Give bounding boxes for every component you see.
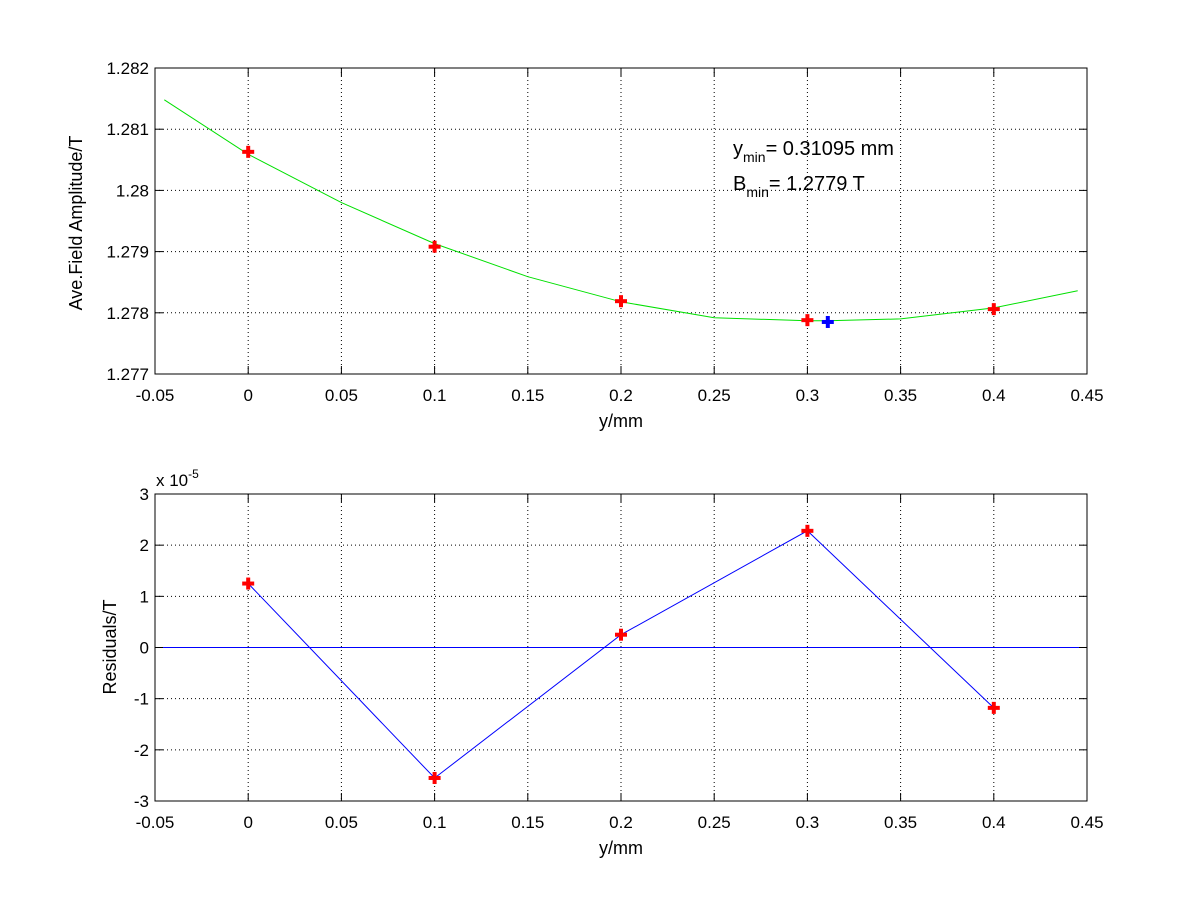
annotation-b-min-value: = 1.2779 T (769, 173, 865, 195)
measured-point (242, 145, 255, 158)
field-amplitude-grid (155, 68, 1087, 374)
x-tick-label: 0.4 (982, 813, 1006, 832)
annotation-y-min-sub: min (743, 149, 766, 165)
x-tick-label: 0.3 (796, 386, 820, 405)
y-tick-label: 1.278 (106, 304, 149, 323)
x-tick-label: 0 (243, 813, 252, 832)
x-tick-label: 0 (243, 386, 252, 405)
y-tick-label: 3 (140, 485, 149, 504)
residuals-y-multiplier-exponent: -5 (188, 467, 199, 481)
annotation-y-min: ymin= 0.31095 mm (733, 138, 894, 165)
x-tick-label: 0.15 (511, 386, 544, 405)
x-tick-label: 0.05 (325, 813, 358, 832)
measured-point (987, 303, 1000, 316)
residuals-plot-area (155, 524, 1087, 784)
minimum-marker (821, 315, 834, 328)
residuals-y-axis-label: Residuals/T (100, 599, 120, 694)
annotation-y-min-main: y (733, 138, 743, 160)
x-tick-label: 0.45 (1070, 386, 1103, 405)
y-tick-label: 1.281 (106, 120, 149, 139)
fit-curve (164, 99, 1078, 322)
x-tick-label: 0.4 (982, 386, 1006, 405)
x-tick-label: 0.35 (884, 813, 917, 832)
residuals-y-multiplier-base: x 10 (156, 471, 188, 490)
residual-point (987, 701, 1000, 714)
x-tick-label: 0.2 (609, 813, 633, 832)
y-tick-label: -1 (134, 690, 149, 709)
residual-point (428, 771, 441, 784)
residuals-axes: -0.05 0 0.05 0.1 0.15 0.2 0.25 0.3 0.35 0.4 0.45 -… (100, 467, 1104, 858)
y-tick-label: 1.279 (106, 243, 149, 262)
measured-point (615, 295, 627, 308)
y-tick-label: 2 (140, 536, 149, 555)
minimum-point (821, 315, 834, 328)
x-tick-label: -0.05 (136, 386, 175, 405)
residual-point (615, 628, 627, 641)
residuals-ticks (154, 493, 1088, 802)
residuals-y-multiplier: x 10-5 (156, 467, 199, 490)
measured-point (428, 240, 441, 253)
x-tick-label: 0.1 (423, 813, 447, 832)
residual-points (242, 524, 1000, 784)
measured-points (242, 145, 1000, 327)
y-tick-label: 1 (140, 587, 149, 606)
y-tick-label: 1.277 (106, 365, 149, 384)
field-amplitude-plot-area (164, 99, 1078, 328)
measured-point (801, 314, 814, 327)
residual-point (242, 577, 255, 590)
y-tick-label: -3 (134, 792, 149, 811)
field-amplitude-y-tick-labels: 1.277 1.278 1.279 1.28 1.281 1.282 (106, 59, 149, 384)
x-tick-label: 0.1 (423, 386, 447, 405)
x-tick-label: 0.05 (325, 386, 358, 405)
field-amplitude-x-tick-labels: -0.05 0 0.05 0.1 0.15 0.2 0.25 0.3 0.35 0.4 0.45 (136, 386, 1104, 405)
annotation-y-min-value: = 0.31095 mm (766, 138, 894, 160)
residuals-y-tick-labels: -3 -2 -1 0 1 2 3 (134, 485, 149, 811)
y-tick-label: 1.28 (116, 181, 149, 200)
annotation-b-min: Bmin= 1.2779 T (733, 173, 865, 200)
residuals-x-axis-label: y/mm (599, 838, 643, 858)
residual-point (801, 524, 814, 537)
x-tick-label: 0.45 (1070, 813, 1103, 832)
x-tick-label: 0.35 (884, 386, 917, 405)
y-tick-label: 0 (140, 639, 149, 658)
field-amplitude-y-axis-label: Ave.Field Amplitude/T (66, 136, 86, 311)
annotation-b-min-main: B (733, 173, 746, 195)
x-tick-label: 0.2 (609, 386, 633, 405)
field-amplitude-ticks (154, 67, 1088, 375)
field-amplitude-x-axis-label: y/mm (599, 411, 643, 431)
x-tick-label: 0.25 (698, 386, 731, 405)
y-tick-label: -2 (134, 741, 149, 760)
annotation-b-min-sub: min (746, 184, 769, 200)
residuals-x-tick-labels: -0.05 0 0.05 0.1 0.15 0.2 0.25 0.3 0.35 0.4 0.45 (136, 813, 1104, 832)
x-tick-label: -0.05 (136, 813, 175, 832)
field-amplitude-axes: -0.05 0 0.05 0.1 0.15 0.2 0.25 0.3 0.35 0.4 0.45 1… (66, 59, 1104, 431)
x-tick-label: 0.15 (511, 813, 544, 832)
x-tick-label: 0.25 (698, 813, 731, 832)
x-tick-label: 0.3 (796, 813, 820, 832)
y-tick-label: 1.282 (106, 59, 149, 78)
